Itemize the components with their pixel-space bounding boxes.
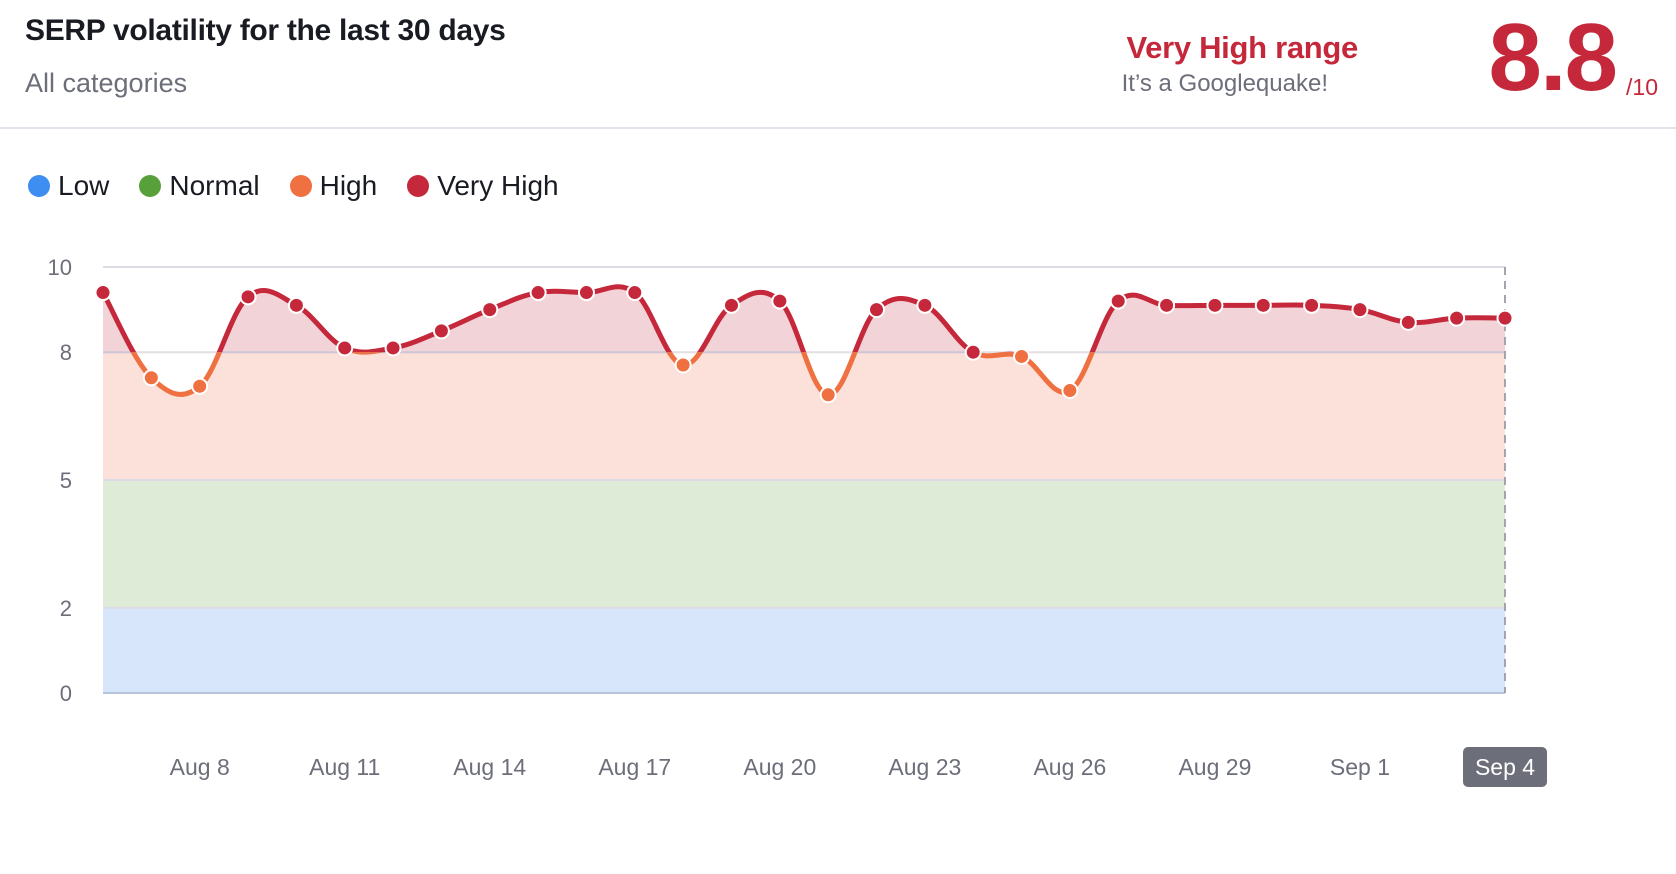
legend-item-low[interactable]: Low: [28, 170, 109, 202]
data-point-sep-3[interactable]: [1448, 309, 1466, 327]
data-point-aug-21[interactable]: [819, 386, 837, 404]
legend-dot-icon: [289, 175, 312, 197]
y-tick-label: 8: [60, 340, 72, 365]
x-tick-label-active: Sep 4: [1475, 754, 1535, 780]
data-point-aug-12[interactable]: [384, 339, 402, 357]
data-point-aug-20[interactable]: [771, 292, 789, 310]
range-label: Very High range: [1126, 30, 1358, 65]
data-point-aug-11[interactable]: [336, 339, 354, 357]
active-date-badge: [1463, 747, 1547, 787]
legend-label: High: [319, 170, 378, 201]
volatility-score: 8.8: [1488, 4, 1618, 111]
legend-label: Low: [58, 170, 110, 201]
legend-item-high[interactable]: High: [289, 170, 378, 202]
data-point-aug-18[interactable]: [674, 356, 692, 374]
data-point-aug-15[interactable]: [529, 284, 547, 302]
x-tick-label: Aug 11: [309, 754, 380, 780]
data-point-aug-24[interactable]: [964, 343, 982, 361]
x-tick-label: Aug 8: [170, 754, 230, 780]
data-point-aug-29[interactable]: [1206, 296, 1224, 314]
legend-dot-icon: [28, 175, 50, 197]
x-tick-label: Aug 20: [743, 754, 816, 780]
y-tick-label: 0: [60, 681, 72, 706]
legend-dot-icon: [407, 175, 430, 197]
data-point-aug-22[interactable]: [868, 301, 886, 319]
data-point-sep-4[interactable]: [1496, 309, 1514, 327]
data-point-aug-17[interactable]: [626, 284, 644, 302]
data-point-aug-13[interactable]: [432, 322, 450, 340]
legend-label: Very High: [437, 170, 559, 201]
data-point-sep-2[interactable]: [1399, 313, 1417, 331]
band-normal: [103, 480, 1505, 608]
category-subtitle: All categories: [25, 68, 188, 98]
data-point-aug-25[interactable]: [1013, 347, 1031, 365]
x-tick-label: Aug 29: [1178, 754, 1251, 780]
chart-legend: Low Normal High Very High: [28, 170, 559, 202]
data-point-aug-19[interactable]: [722, 296, 740, 314]
band-high: [103, 352, 1505, 480]
data-point-aug-16[interactable]: [577, 284, 595, 302]
data-point-aug-31[interactable]: [1303, 296, 1321, 314]
range-message: It’s a Googlequake!: [1121, 70, 1328, 97]
data-point-aug-8[interactable]: [191, 377, 209, 395]
legend-label: Normal: [169, 170, 260, 201]
legend-dot-icon: [139, 175, 162, 197]
data-point-aug-28[interactable]: [1158, 296, 1176, 314]
band-low: [103, 607, 1505, 693]
chart-header: SERP volatility for the last 30 days All…: [0, 0, 1676, 129]
data-point-aug-27[interactable]: [1109, 292, 1127, 310]
x-tick-label: Aug 26: [1033, 754, 1106, 780]
x-tick-label: Aug 14: [453, 754, 526, 780]
data-point-aug-10[interactable]: [287, 296, 305, 314]
page-title: SERP volatility for the last 30 days: [25, 14, 506, 47]
y-tick-label: 5: [60, 468, 72, 493]
legend-item-normal[interactable]: Normal: [139, 170, 260, 202]
score-max: /10: [1626, 74, 1658, 100]
y-tick-label: 10: [48, 255, 72, 280]
data-point-aug-26[interactable]: [1061, 382, 1079, 400]
data-point-aug-23[interactable]: [916, 296, 934, 314]
data-point-aug-6[interactable]: [94, 284, 112, 302]
data-point-aug-7[interactable]: [142, 369, 160, 387]
area-above-curve: [103, 265, 1505, 395]
data-point-aug-30[interactable]: [1254, 296, 1272, 314]
data-point-aug-14[interactable]: [481, 301, 499, 319]
x-tick-label: Sep 1: [1330, 754, 1390, 780]
y-tick-label: 2: [60, 596, 72, 621]
data-point-sep-1[interactable]: [1351, 301, 1369, 319]
data-point-aug-9[interactable]: [239, 288, 257, 306]
legend-item-very-high[interactable]: Very High: [407, 170, 559, 202]
x-tick-label: Aug 17: [598, 754, 671, 780]
x-tick-label: Aug 23: [888, 754, 961, 780]
